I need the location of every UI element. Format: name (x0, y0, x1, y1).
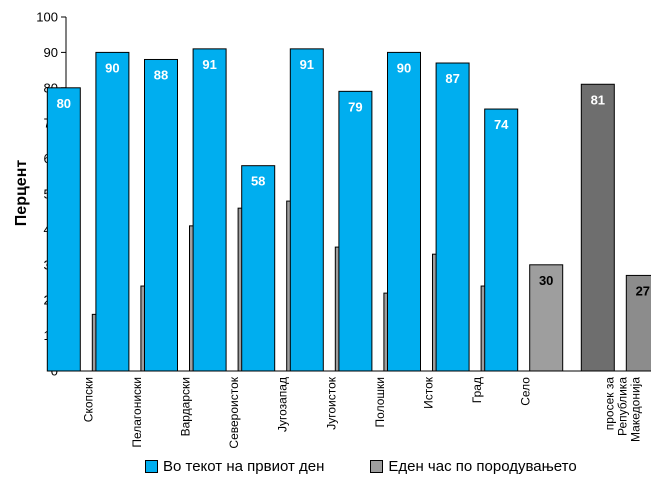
x-category-label: Македонија (628, 377, 642, 442)
bar-value-label: 91 (202, 57, 216, 72)
category-group: 74 30 (484, 108, 564, 372)
x-category-label: просек за (602, 377, 616, 431)
bar-series-2 (529, 264, 564, 372)
x-category-label: Вардарски (179, 377, 193, 436)
legend-item-series-1: Во текот на првиот ден (145, 458, 324, 475)
legend-swatch-series-2 (370, 459, 384, 473)
legend-label-series-2: Еден час по породувањето (388, 457, 577, 475)
x-category-label: Град (470, 377, 484, 403)
x-category-label: Република (615, 377, 629, 436)
bar-series-1 (95, 51, 130, 372)
bar-series-1 (484, 108, 519, 372)
category-group: 81 27 (580, 83, 651, 372)
legend-label-series-1: Во текот на првиот ден (163, 457, 325, 475)
x-category-label: Југоисток (324, 376, 338, 430)
bar-value-label: 90 (105, 60, 119, 75)
bar-series-1 (289, 48, 324, 372)
x-category-label: Село (519, 377, 533, 406)
bar-value-label: 80 (57, 96, 71, 111)
bar-series-1 (580, 83, 615, 372)
bar-series-1 (387, 51, 421, 372)
legend: Во текот на првиот ден Еден час по пород… (145, 456, 623, 476)
bar-value-label: 79 (348, 99, 362, 114)
y-tick-label: 100 (36, 10, 58, 25)
legend-swatch-series-1 (145, 459, 158, 473)
bar-value-label: 30 (539, 273, 553, 288)
bar-value-label: 90 (397, 60, 411, 75)
bar-value-label: 27 (636, 283, 650, 298)
x-category-label: Југозапад (276, 377, 290, 432)
y-tick-label: 90 (44, 45, 58, 60)
bar-series-2 (625, 274, 651, 372)
legend-item-series-2: Еден час по породувањето (370, 457, 577, 475)
x-category-label: Пелагониски (130, 377, 144, 448)
bar-series-1 (338, 90, 373, 372)
x-category-label: Североисток (227, 376, 241, 448)
bar-series-1 (46, 87, 81, 372)
x-category-label: Полошки (373, 377, 387, 427)
x-category-label: Исток (422, 376, 436, 409)
y-axis-label: Перцент (13, 160, 30, 227)
bar-value-label: 87 (445, 71, 459, 86)
x-category-label: Скопски (81, 377, 95, 422)
bar-value-label: 91 (300, 57, 314, 72)
bar-value-label: 58 (251, 174, 265, 189)
bar-series-1 (144, 58, 178, 372)
category-labels: Скопски Пелагониски Вардарски Североисток Ју… (81, 376, 642, 448)
bar-series-1 (192, 48, 227, 372)
bar-value-label: 81 (591, 92, 605, 107)
bar-value-label: 74 (494, 117, 509, 132)
bar-series-1 (241, 165, 276, 372)
bar-value-label: 88 (154, 67, 168, 82)
bars: 8016902488419146584891357922903387247430… (46, 48, 651, 372)
bar-series-1 (435, 62, 470, 372)
